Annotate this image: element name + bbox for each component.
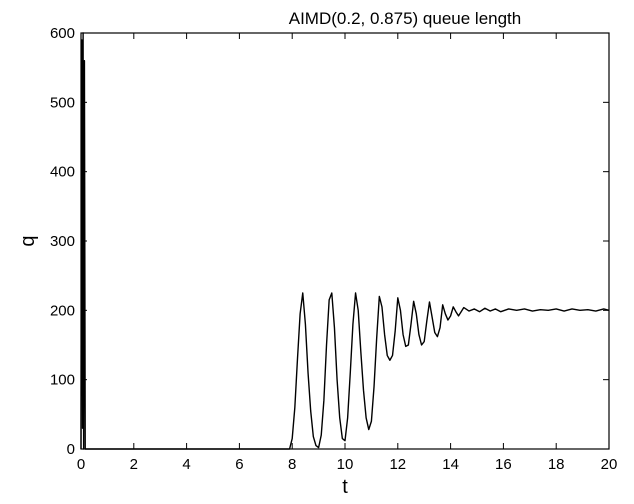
plot-area: [80, 32, 610, 450]
x-tick-label: 14: [442, 456, 459, 473]
x-tick-label: 4: [182, 456, 190, 473]
x-tick-label: 2: [130, 456, 138, 473]
x-tick-label: 10: [337, 456, 354, 473]
x-tick-label: 16: [495, 456, 512, 473]
y-tick-label: 300: [50, 233, 75, 250]
x-tick-label: 18: [548, 456, 565, 473]
x-tick-label: 6: [235, 456, 243, 473]
y-tick-label: 600: [50, 25, 75, 42]
x-tick-label: 12: [389, 456, 406, 473]
y-tick-label: 500: [50, 94, 75, 111]
queue-length-line: [80, 32, 610, 450]
y-tick-label: 100: [50, 372, 75, 389]
x-axis-label: t: [342, 476, 348, 498]
x-tick-label: 8: [288, 456, 296, 473]
y-tick-label: 400: [50, 164, 75, 181]
chart-title: AIMD(0.2, 0.875) queue length: [289, 9, 521, 28]
y-tick-label: 200: [50, 302, 75, 319]
y-tick-label: 0: [67, 441, 75, 458]
x-tick-label: 0: [77, 456, 85, 473]
x-tick-label: 20: [601, 456, 618, 473]
y-axis-label: q: [17, 235, 39, 246]
